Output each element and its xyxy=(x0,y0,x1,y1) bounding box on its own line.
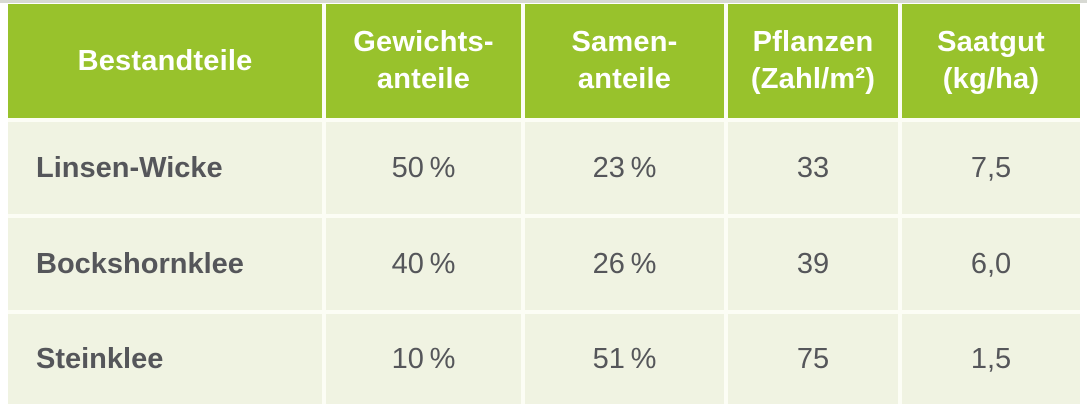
cell-bockshornklee-gewichtsanteile: 40 % xyxy=(326,218,521,310)
cell-steinklee-gewichtsanteile: 10 % xyxy=(326,314,521,404)
header-label-line1: Saatgut xyxy=(937,26,1045,58)
cell-steinklee-samenanteile: 51 % xyxy=(525,314,724,404)
cell-bockshornklee-pflanzen: 39 xyxy=(728,218,898,310)
header-cell-samenanteile: Samen- anteile xyxy=(525,4,724,118)
cell-bockshornklee-samenanteile: 26 % xyxy=(525,218,724,310)
header-cell-gewichtsanteile: Gewichts- anteile xyxy=(326,4,521,118)
header-cell-pflanzen: Pflanzen (Zahl/m²) xyxy=(728,4,898,118)
row-label-steinklee: Steinklee xyxy=(8,314,322,404)
header-label: Bestandteile xyxy=(77,44,253,77)
cell-steinklee-saatgut: 1,5 xyxy=(902,314,1080,404)
cell-bockshornklee-saatgut: 6,0 xyxy=(902,218,1080,310)
seed-mixture-table: Bestandteile Gewichts- anteile Samen- an… xyxy=(8,4,1080,404)
cell-linsen-wicke-samenanteile: 23 % xyxy=(525,122,724,214)
row-label-linsen-wicke: Linsen-Wicke xyxy=(8,122,322,214)
cell-steinklee-pflanzen: 75 xyxy=(728,314,898,404)
header-label-line2: anteile xyxy=(577,63,672,95)
header-label-line2: anteile xyxy=(376,63,471,95)
row-label-bockshornklee: Bockshornklee xyxy=(8,218,322,310)
cell-linsen-wicke-pflanzen: 33 xyxy=(728,122,898,214)
cell-linsen-wicke-saatgut: 7,5 xyxy=(902,122,1080,214)
header-label-line1: Samen- xyxy=(571,26,678,58)
header-label-line1: Pflanzen xyxy=(752,26,874,58)
header-label-line2: (Zahl/m²) xyxy=(750,63,876,95)
top-border-line xyxy=(0,0,1087,3)
header-label-line2: (kg/ha) xyxy=(942,63,1040,95)
header-cell-bestandteile: Bestandteile xyxy=(8,4,322,118)
header-label-line1: Gewichts- xyxy=(353,26,494,58)
cell-linsen-wicke-gewichtsanteile: 50 % xyxy=(326,122,521,214)
header-cell-saatgut: Saatgut (kg/ha) xyxy=(902,4,1080,118)
